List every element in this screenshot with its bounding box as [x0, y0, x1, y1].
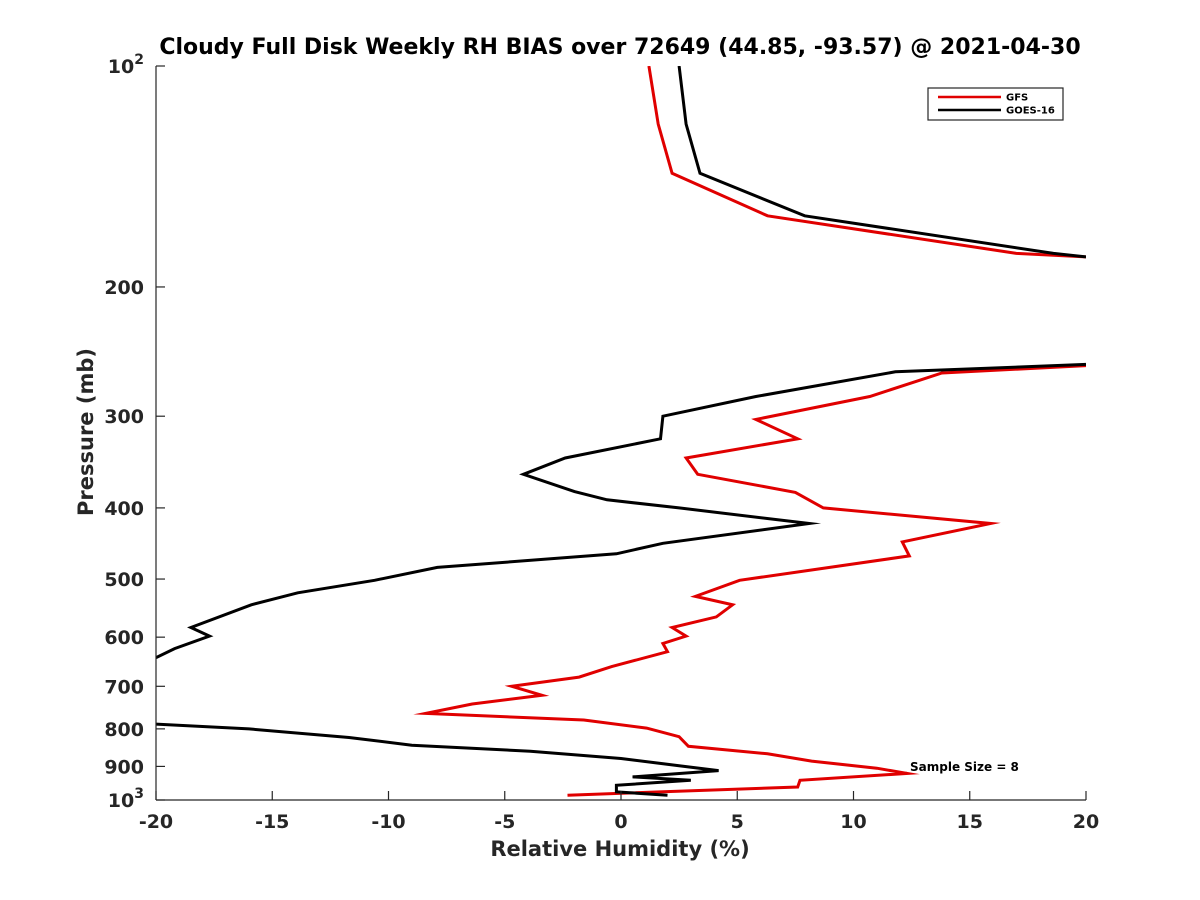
y-tick-label: 600 [104, 627, 144, 649]
x-tick-label: -10 [371, 811, 405, 833]
x-tick-label: 20 [1073, 811, 1099, 833]
x-tick-label: 10 [840, 811, 866, 833]
legend: GFS GOES-16 [927, 87, 1064, 121]
series-line-gfs-segment-1 [413, 364, 1086, 797]
series-line-goes-16-segment-0 [677, 66, 1086, 259]
series-line-goes-16-segment-2 [156, 722, 719, 797]
series-layer [156, 66, 1086, 797]
sample-size-annotation: Sample Size = 8 [910, 760, 1019, 774]
axes-layer: -20 -15 -10 -5 0 5 10 15 20102200300400500600700… [104, 52, 1099, 833]
legend-label-goes-16: GOES-16 [1006, 106, 1055, 117]
y-tick-label: 900 [104, 756, 144, 778]
series-line-goes-16-segment-1 [156, 362, 1086, 660]
legend-box [927, 87, 1064, 121]
y-tick-label-exponent: 3 [134, 786, 144, 802]
y-tick-label-base: 10 [108, 790, 134, 812]
x-tick-label: 5 [731, 811, 744, 833]
x-tick-label: -5 [494, 811, 515, 833]
x-tick-label: 15 [957, 811, 983, 833]
x-tick-label: -15 [255, 811, 289, 833]
y-tick-label: 200 [104, 277, 144, 299]
y-tick-label: 400 [104, 498, 144, 520]
y-tick-label-base: 10 [108, 56, 134, 78]
y-tick-label: 700 [104, 676, 144, 698]
y-tick-label: 103 [108, 786, 144, 812]
y-axis-label: Pressure (mb) [74, 348, 98, 516]
chart-title: Cloudy Full Disk Weekly RH BIAS over 726… [159, 35, 1080, 60]
x-tick-label: 0 [614, 811, 627, 833]
legend-label-gfs: GFS [1006, 93, 1028, 104]
y-tick-label: 102 [108, 52, 144, 78]
x-tick-label: -20 [139, 811, 173, 833]
y-tick-label-exponent: 2 [134, 52, 144, 68]
x-axis-label: Relative Humidity (%) [490, 837, 749, 861]
y-tick-label: 500 [104, 569, 144, 591]
series-line-gfs-segment-0 [647, 66, 1086, 259]
y-tick-label: 800 [104, 719, 144, 741]
y-tick-label: 300 [104, 406, 144, 428]
